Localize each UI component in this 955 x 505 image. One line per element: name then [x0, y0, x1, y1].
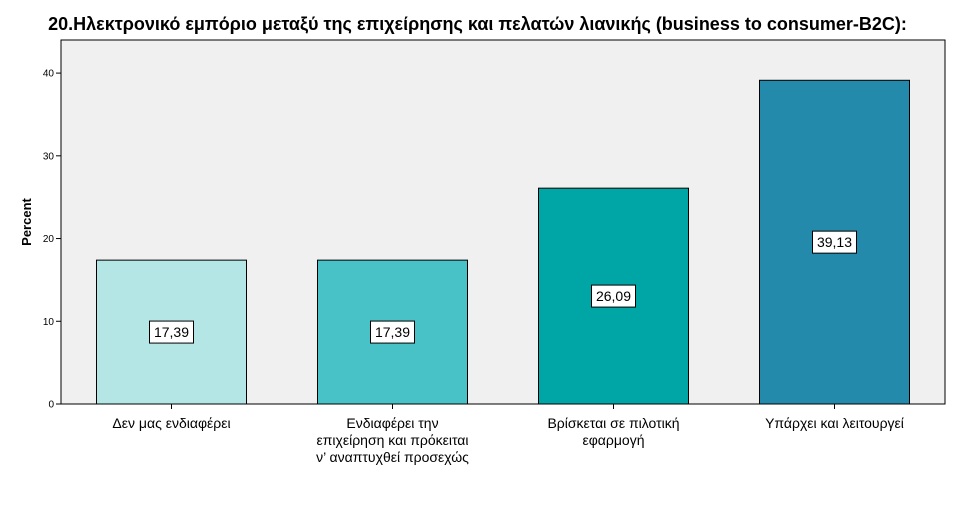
data-label-box — [591, 284, 636, 308]
data-label: 39,13 — [817, 234, 852, 250]
y-axis: 0 10 20 30 40 — [43, 40, 62, 411]
y-axis-title: Percent — [19, 197, 34, 245]
x-axis-labels: Δεν μας ενδιαφέρει Ενδιαφέρει τηνεπιχείρη… — [112, 404, 904, 465]
data-label-box — [812, 230, 857, 254]
x-tick-label: εφαρμογή — [582, 432, 644, 448]
y-tick-label: 40 — [43, 69, 55, 80]
x-tick-label: Ενδιαφέρει την — [346, 415, 438, 431]
y-tick-label: 0 — [48, 400, 54, 411]
data-label-box — [370, 320, 415, 344]
y-tick-label: 10 — [43, 317, 55, 328]
y-tick-label: 30 — [43, 151, 55, 162]
bars: 17,39 17,39 26,09 39,13 — [96, 79, 910, 405]
data-label: 26,09 — [596, 288, 631, 304]
x-tick-label: επιχείρηση και πρόκειται — [317, 432, 469, 448]
x-tick-label: Δεν μας ενδιαφέρει — [112, 415, 230, 431]
data-label: 17,39 — [154, 324, 189, 340]
chart-title: 20.Ηλεκτρονικό εμπόριο μεταξύ της επιχεί… — [48, 14, 907, 34]
data-label: 17,39 — [375, 324, 410, 340]
x-tick-label: Υπάρχει και λειτουργεί — [765, 415, 904, 431]
data-label-box — [149, 320, 194, 344]
x-tick-label: ν’ αναπτυχθεί προσεχώς — [316, 449, 469, 465]
y-tick-label: 20 — [43, 234, 55, 245]
x-tick-label: Βρίσκεται σε πιλοτική — [547, 415, 679, 431]
